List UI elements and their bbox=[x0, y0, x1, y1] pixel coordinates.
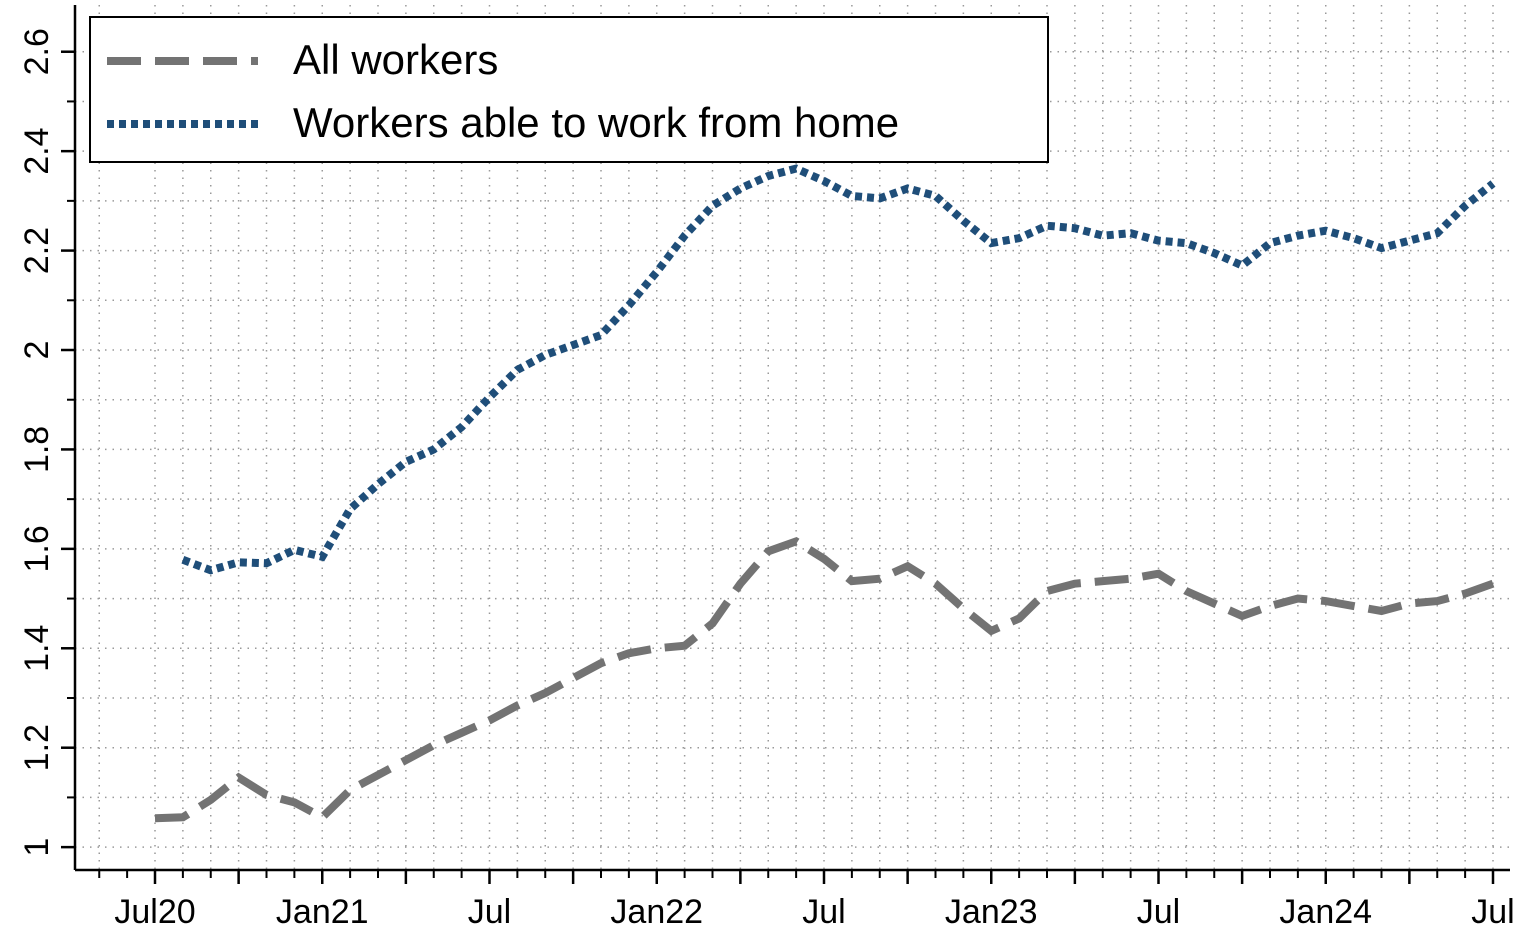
legend-label: All workers bbox=[293, 36, 498, 83]
x-tick-label: Jul bbox=[468, 893, 511, 930]
y-tick-label: 1.6 bbox=[18, 525, 56, 572]
legend-label: Workers able to work from home bbox=[293, 99, 899, 146]
x-tick-label: Jan21 bbox=[276, 893, 369, 930]
y-tick-label: 1.4 bbox=[18, 625, 56, 672]
y-tick-label: 1 bbox=[18, 838, 56, 857]
y-tick-label: 1.8 bbox=[18, 426, 56, 473]
legend-box bbox=[89, 16, 1049, 163]
y-tick-label: 1.2 bbox=[18, 724, 56, 771]
x-tick-label: Jul bbox=[802, 893, 845, 930]
x-tick-label: Jul bbox=[1137, 893, 1180, 930]
x-tick-label: Jan24 bbox=[1279, 893, 1372, 930]
x-tick-label: Jan22 bbox=[610, 893, 703, 930]
series-line bbox=[154, 536, 1495, 823]
series-line bbox=[181, 164, 1496, 575]
y-tick-label: 2.6 bbox=[18, 28, 56, 75]
y-tick-label: 2.4 bbox=[18, 128, 56, 175]
y-tick-label: 2.2 bbox=[18, 227, 56, 274]
legend: All workers Workers able to work from hom… bbox=[89, 16, 1049, 163]
y-tick-label: 2 bbox=[18, 341, 56, 360]
x-tick-label: Jul20 bbox=[114, 893, 195, 930]
x-tick-label: Jan23 bbox=[945, 893, 1038, 930]
x-tick-label: Jul bbox=[1471, 893, 1514, 930]
